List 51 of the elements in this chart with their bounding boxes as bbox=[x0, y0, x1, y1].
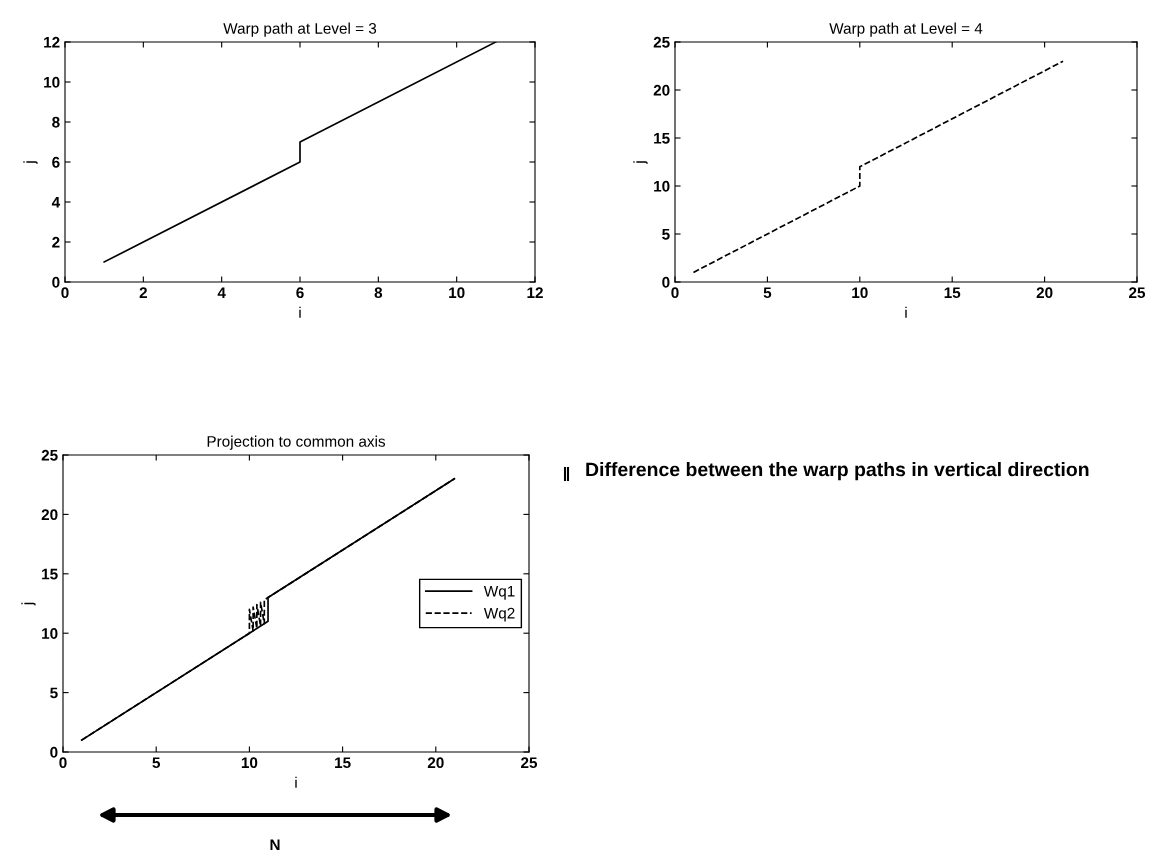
x-axis-title: i bbox=[299, 306, 301, 318]
y-tick-label: 10 bbox=[654, 180, 670, 192]
text: Difference between the warp paths in vertical direction bbox=[586, 462, 1089, 481]
y-tick-label: 20 bbox=[653, 84, 670, 96]
x-tick-label: 10 bbox=[449, 287, 465, 299]
x-tick-label: 10 bbox=[241, 757, 258, 769]
legend-label: Wq1 bbox=[483, 586, 515, 600]
y-tick-label: 25 bbox=[41, 449, 58, 461]
y-axis-title: j bbox=[23, 161, 38, 165]
chart-title: Projection to common axis bbox=[207, 435, 386, 450]
line-series bbox=[692, 60, 1064, 274]
y-axis-title: j bbox=[21, 602, 36, 606]
x-axis-title: i bbox=[905, 306, 907, 318]
y-tick-label: 10 bbox=[44, 76, 60, 88]
x-tick-label: 25 bbox=[1129, 287, 1146, 299]
y-tick-label: 15 bbox=[654, 133, 670, 144]
x-tick-label: 10 bbox=[852, 287, 868, 299]
chart-title: Warp path at Level = 4 bbox=[829, 22, 983, 37]
x-tick-label: 4 bbox=[217, 287, 226, 298]
x-tick-label: 25 bbox=[521, 757, 538, 769]
y-tick-label: 4 bbox=[51, 197, 61, 208]
y-axis-title: j bbox=[633, 161, 648, 165]
legend-label: Wq2 bbox=[483, 607, 515, 622]
x-tick-label: 0 bbox=[671, 287, 679, 299]
y-tick-label: 0 bbox=[50, 746, 58, 758]
x-tick-label: 0 bbox=[61, 287, 69, 299]
y-tick-label: 8 bbox=[52, 116, 60, 128]
x-tick-label: 2 bbox=[139, 287, 147, 298]
x-tick-label: 20 bbox=[427, 757, 444, 769]
x-axis-title: i bbox=[295, 776, 297, 788]
chart-title: Warp path at Level = 3 bbox=[223, 22, 377, 37]
x-tick-label: 6 bbox=[296, 287, 304, 299]
x-tick-label: 8 bbox=[374, 287, 383, 299]
x-tick-label: 5 bbox=[152, 757, 161, 769]
x-tick-label: 12 bbox=[527, 287, 543, 298]
y-tick-label: 0 bbox=[52, 276, 60, 288]
y-tick-label: 6 bbox=[52, 156, 60, 168]
x-tick-label: 20 bbox=[1036, 287, 1053, 299]
y-tick-label: 5 bbox=[662, 229, 670, 240]
y-tick-label: 15 bbox=[42, 568, 58, 580]
text: N bbox=[270, 839, 280, 850]
y-tick-label: 5 bbox=[50, 687, 58, 699]
y-tick-label: 10 bbox=[42, 628, 58, 639]
x-tick-label: 15 bbox=[335, 757, 351, 769]
x-tick-label: 5 bbox=[763, 287, 772, 299]
x-tick-label: 15 bbox=[944, 287, 961, 299]
y-tick-label: 2 bbox=[52, 236, 60, 248]
y-tick-label: 0 bbox=[662, 276, 670, 288]
y-tick-label: 20 bbox=[41, 509, 58, 521]
y-tick-label: 25 bbox=[653, 36, 670, 48]
y-tick-label: 12 bbox=[44, 36, 60, 48]
